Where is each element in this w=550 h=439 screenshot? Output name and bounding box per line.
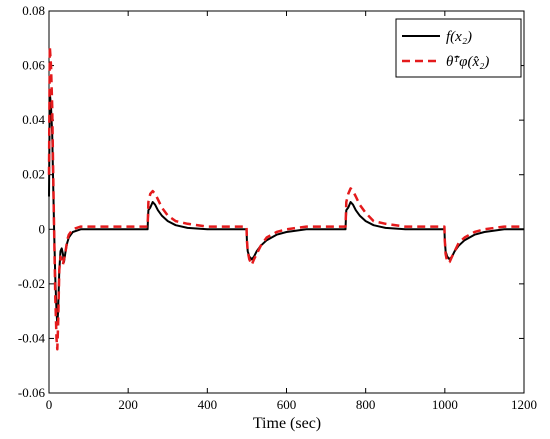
axes: 0 200 400 600 800 1000 1200 -0.06 -0.04 -0.02 0 0.0… bbox=[18, 3, 537, 412]
series-line-2 bbox=[47, 45, 524, 351]
y-tick-label: -0.04 bbox=[18, 330, 46, 345]
x-tick-label: 400 bbox=[198, 397, 218, 412]
x-tick-label: 600 bbox=[277, 397, 297, 412]
legend: f(x₂) θ̂ᵀφ(x̂₂) bbox=[395, 18, 522, 78]
x-axis-title: Time (sec) bbox=[253, 415, 321, 432]
y-tick-label: -0.02 bbox=[18, 276, 45, 291]
legend-label-1: f(x₂) bbox=[446, 29, 472, 45]
y-tick-label: 0.02 bbox=[22, 167, 45, 182]
y-tick-label: 0 bbox=[39, 221, 46, 236]
y-tick-label: 0.08 bbox=[22, 3, 45, 18]
x-tick-label: 1000 bbox=[432, 397, 458, 412]
y-tick-label: 0.04 bbox=[22, 112, 45, 127]
legend-label-2: θ̂ᵀφ(x̂₂) bbox=[446, 54, 489, 70]
series-line-1 bbox=[48, 91, 524, 326]
x-tick-label: 200 bbox=[118, 397, 138, 412]
y-tick-label: 0.06 bbox=[22, 58, 45, 73]
x-tick-label: 1200 bbox=[511, 397, 537, 412]
legend-box bbox=[395, 18, 522, 78]
y-tick-label: -0.06 bbox=[18, 385, 46, 400]
series-layer bbox=[47, 45, 524, 351]
x-tick-label: 0 bbox=[46, 397, 53, 412]
x-tick-label: 800 bbox=[356, 397, 376, 412]
